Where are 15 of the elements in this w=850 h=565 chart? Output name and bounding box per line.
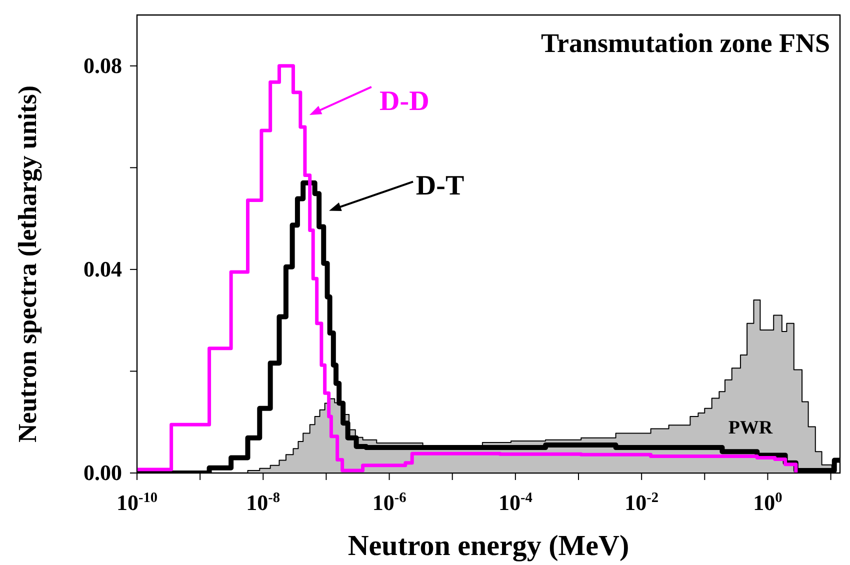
text: Transmutation zone FNS	[540, 28, 830, 59]
x-tick-label: 10$^{-6}$	[372, 490, 406, 515]
x-tick-label: 10$^{-10}$	[116, 490, 158, 515]
x-tick-label: 10$^{-8}$	[246, 490, 280, 515]
legend-label: D-T	[416, 170, 464, 202]
y-tick-label: 0.00	[84, 460, 122, 485]
x-tick-label: 10$^{-2}$	[624, 490, 659, 515]
series-label: PWR	[728, 418, 773, 439]
x-tick-label: 10$^{-4}$	[498, 490, 532, 515]
y-tick-label: 0.08	[84, 52, 122, 78]
legend-label: D-D	[380, 86, 430, 117]
x-axis-title: Neutron energy (MeV)	[348, 530, 630, 562]
y-axis-title: Neutron spectra (lethargy units)	[12, 86, 42, 442]
y-tick-label: 0.04	[84, 256, 122, 282]
x-tick-label: 10$^{0}$	[753, 490, 782, 515]
